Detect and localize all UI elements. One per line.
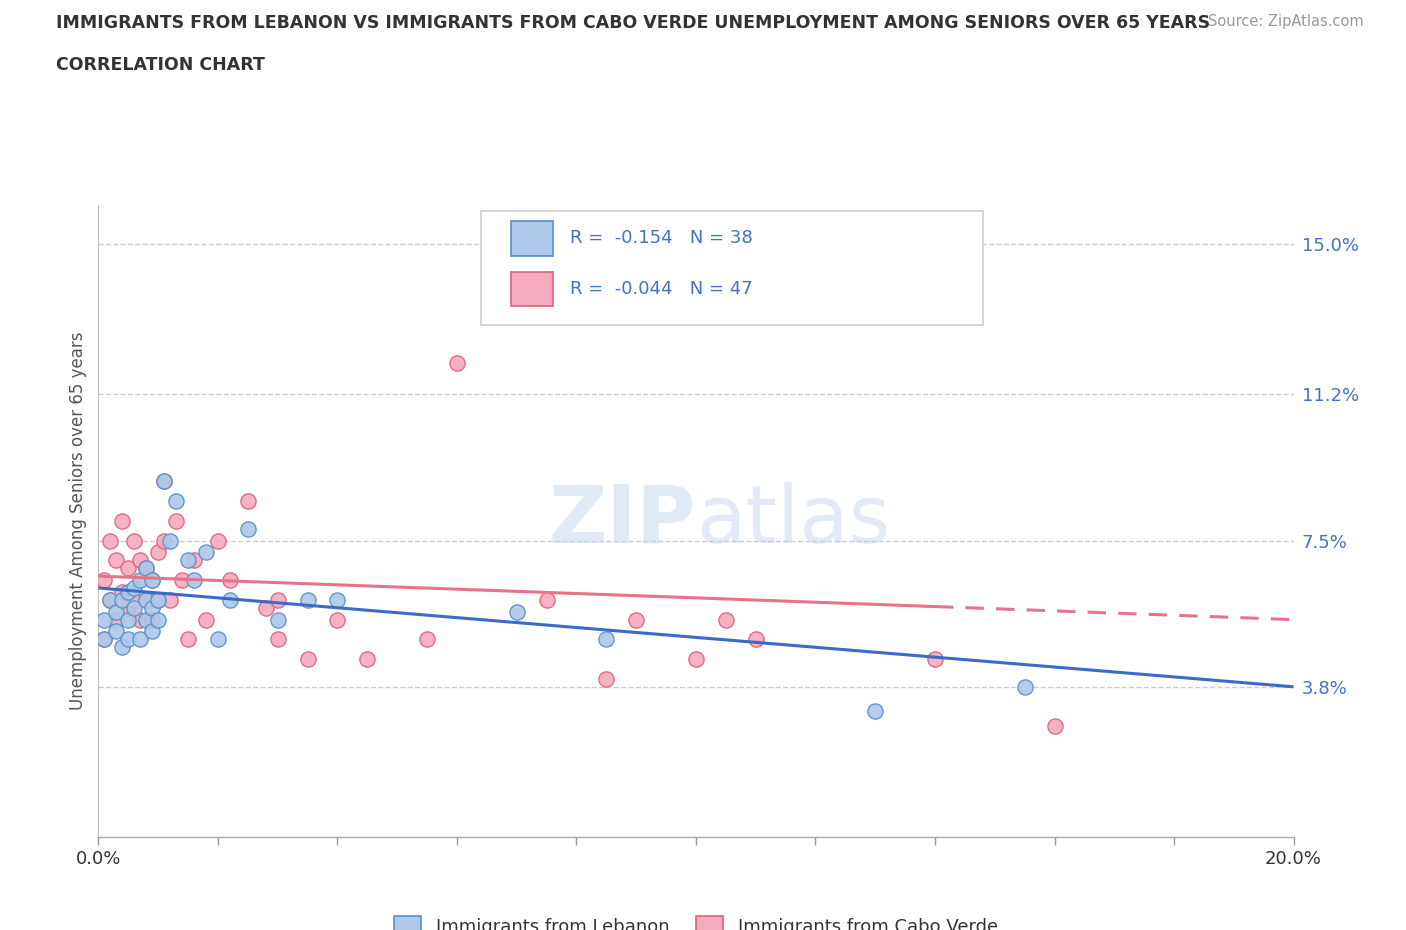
Point bbox=[159, 592, 181, 607]
Point bbox=[297, 592, 319, 607]
Point bbox=[177, 552, 200, 567]
Point bbox=[135, 612, 157, 627]
Point bbox=[124, 533, 146, 548]
Point bbox=[111, 513, 134, 528]
Text: ZIP: ZIP bbox=[548, 482, 696, 560]
Point bbox=[595, 632, 617, 647]
Point bbox=[685, 652, 707, 667]
Point bbox=[177, 632, 200, 647]
Point bbox=[506, 604, 529, 619]
Point bbox=[100, 592, 122, 607]
Point bbox=[100, 533, 122, 548]
Point bbox=[135, 592, 157, 607]
Point bbox=[159, 533, 181, 548]
Point bbox=[93, 632, 115, 647]
Point bbox=[172, 573, 194, 588]
Point bbox=[1043, 719, 1066, 734]
Point bbox=[153, 474, 176, 489]
Point bbox=[129, 632, 152, 647]
Point bbox=[105, 604, 128, 619]
Point bbox=[267, 632, 290, 647]
Point bbox=[148, 545, 170, 560]
Point bbox=[141, 601, 163, 616]
Point bbox=[117, 601, 139, 616]
Point bbox=[446, 355, 468, 370]
Point bbox=[626, 612, 648, 627]
Point bbox=[129, 552, 152, 567]
Point bbox=[141, 573, 163, 588]
Point bbox=[254, 601, 277, 616]
Point bbox=[135, 592, 157, 607]
Point bbox=[141, 612, 163, 627]
Point bbox=[148, 612, 170, 627]
Point bbox=[135, 561, 157, 576]
FancyBboxPatch shape bbox=[481, 211, 983, 325]
Point bbox=[356, 652, 378, 667]
Y-axis label: Unemployment Among Seniors over 65 years: Unemployment Among Seniors over 65 years bbox=[69, 332, 87, 710]
Point bbox=[105, 612, 128, 627]
Point bbox=[1014, 679, 1036, 694]
Point bbox=[153, 533, 176, 548]
Point bbox=[219, 573, 242, 588]
Bar bbox=[510, 221, 553, 256]
Point bbox=[129, 573, 152, 588]
Point bbox=[219, 592, 242, 607]
Point bbox=[236, 494, 259, 509]
Bar bbox=[510, 272, 553, 306]
Text: atlas: atlas bbox=[696, 482, 890, 560]
Point bbox=[93, 632, 115, 647]
Point bbox=[165, 494, 187, 509]
Point bbox=[93, 573, 115, 588]
Text: CORRELATION CHART: CORRELATION CHART bbox=[56, 56, 266, 73]
Text: R =  -0.044   N = 47: R = -0.044 N = 47 bbox=[571, 280, 754, 298]
Point bbox=[148, 592, 170, 607]
Point bbox=[195, 545, 218, 560]
Text: R =  -0.154   N = 38: R = -0.154 N = 38 bbox=[571, 230, 754, 247]
Point bbox=[745, 632, 768, 647]
Point bbox=[297, 652, 319, 667]
Point bbox=[326, 612, 349, 627]
Point bbox=[236, 521, 259, 536]
Point bbox=[924, 652, 946, 667]
Point bbox=[124, 592, 146, 607]
Point bbox=[117, 612, 139, 627]
Point bbox=[141, 624, 163, 639]
Point bbox=[416, 632, 439, 647]
Point bbox=[195, 612, 218, 627]
Point bbox=[117, 585, 139, 600]
Point bbox=[124, 580, 146, 595]
Point bbox=[207, 533, 229, 548]
Point bbox=[536, 592, 558, 607]
Legend: Immigrants from Lebanon, Immigrants from Cabo Verde: Immigrants from Lebanon, Immigrants from… bbox=[387, 910, 1005, 930]
Point bbox=[124, 601, 146, 616]
Point bbox=[100, 592, 122, 607]
Point bbox=[714, 612, 737, 627]
Point bbox=[111, 640, 134, 655]
Point bbox=[148, 592, 170, 607]
Point bbox=[183, 552, 205, 567]
Point bbox=[183, 573, 205, 588]
Point bbox=[93, 612, 115, 627]
Point bbox=[165, 513, 187, 528]
Point bbox=[207, 632, 229, 647]
Point bbox=[129, 612, 152, 627]
Point bbox=[267, 592, 290, 607]
Point bbox=[117, 632, 139, 647]
Point bbox=[111, 585, 134, 600]
Point bbox=[105, 624, 128, 639]
Point bbox=[111, 592, 134, 607]
Point bbox=[267, 612, 290, 627]
Text: Source: ZipAtlas.com: Source: ZipAtlas.com bbox=[1208, 14, 1364, 29]
Point bbox=[595, 671, 617, 686]
Point bbox=[326, 592, 349, 607]
Point bbox=[105, 552, 128, 567]
Point bbox=[135, 561, 157, 576]
Point bbox=[117, 561, 139, 576]
Point bbox=[865, 703, 887, 718]
Point bbox=[153, 474, 176, 489]
Point bbox=[141, 573, 163, 588]
Text: IMMIGRANTS FROM LEBANON VS IMMIGRANTS FROM CABO VERDE UNEMPLOYMENT AMONG SENIORS: IMMIGRANTS FROM LEBANON VS IMMIGRANTS FR… bbox=[56, 14, 1211, 32]
